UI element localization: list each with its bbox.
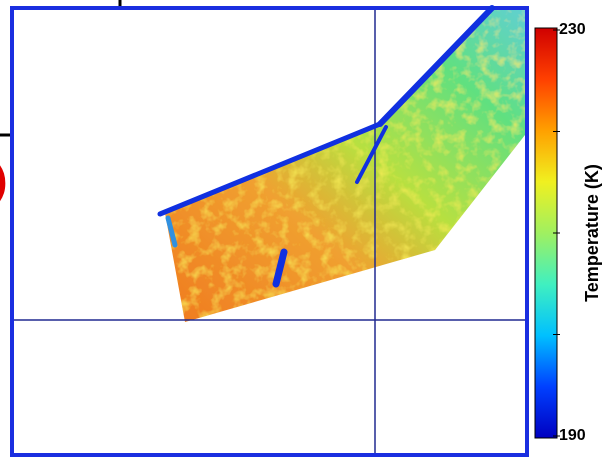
annotation: ): [0, 159, 7, 203]
colorbar-label: Temperature (K): [582, 164, 602, 302]
colorbar-tick-label: 230: [559, 21, 586, 38]
colorbar-tick-label: 190: [559, 427, 586, 444]
chart: ) Temperature (K) 190 230: [0, 0, 606, 459]
